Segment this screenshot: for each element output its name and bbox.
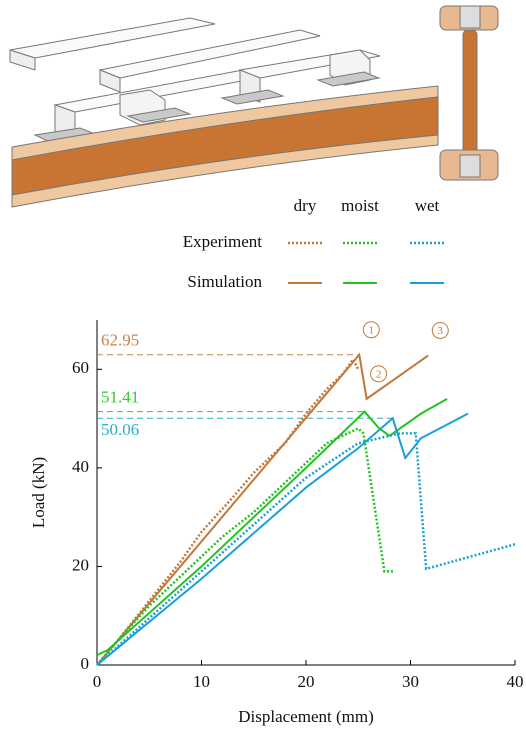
- marker-label: 1: [369, 324, 375, 336]
- y-tick-label: 40: [72, 457, 89, 476]
- legend-row: Simulation: [187, 272, 262, 291]
- reference-label: 50.06: [101, 420, 139, 439]
- series-line: [97, 428, 395, 665]
- x-tick-label: 10: [193, 672, 210, 691]
- legend-column: moist: [341, 196, 379, 215]
- x-tick-label: 0: [93, 672, 102, 691]
- series-line: [97, 399, 447, 655]
- legend-row: Experiment: [183, 232, 263, 251]
- x-axis-title: Displacement (mm): [238, 707, 374, 726]
- y-axis-title: Load (kN): [29, 457, 48, 528]
- page: drymoistwetExperimentSimulation 01020304…: [0, 0, 526, 733]
- illustration: [10, 6, 498, 207]
- y-tick-label: 20: [72, 555, 89, 574]
- y-tick-label: 0: [81, 654, 90, 673]
- reference-label: 51.41: [101, 388, 139, 407]
- legend-column: wet: [415, 196, 440, 215]
- legend-column: dry: [294, 196, 317, 215]
- plot: 0 10 20 30 40 0 20 40 60 Displacement (mm) Load (k…: [29, 320, 524, 726]
- marker-label: 2: [376, 368, 382, 380]
- series-line: [97, 414, 468, 665]
- x-tick-label: 30: [402, 672, 419, 691]
- y-tick-label: 60: [72, 358, 89, 377]
- marker-label: 3: [438, 325, 444, 337]
- figure: drymoistwetExperimentSimulation 01020304…: [0, 0, 526, 733]
- legend: dry moist wet Experiment Simulation: [183, 196, 444, 291]
- x-tick-label: 20: [298, 672, 315, 691]
- reference-label: 62.95: [101, 331, 139, 350]
- x-tick-label: 40: [507, 672, 524, 691]
